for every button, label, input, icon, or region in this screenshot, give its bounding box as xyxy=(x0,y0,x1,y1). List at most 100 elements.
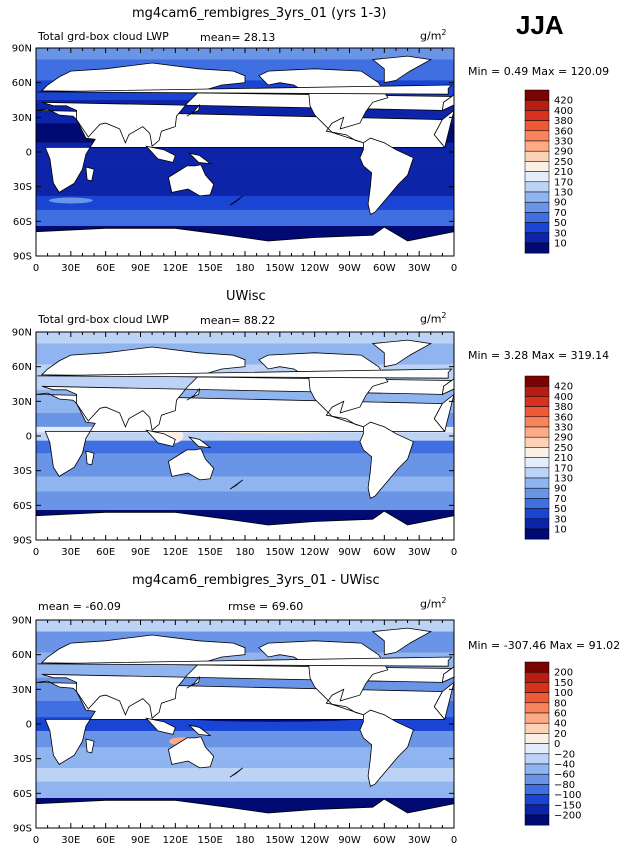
lon-tick-label: 60W xyxy=(373,835,396,846)
colorbar-box xyxy=(524,375,550,387)
lon-tick-label: 120W xyxy=(300,835,329,846)
colorbar-label: 50 xyxy=(554,218,567,229)
antarctica-landmass xyxy=(36,226,454,256)
colorbar-box xyxy=(524,212,550,223)
colorbar-label: 90 xyxy=(554,198,567,209)
panel-1-minmax: Min = 0.49 Max = 120.09 xyxy=(468,65,610,78)
lon-tick-label: 90E xyxy=(131,835,150,846)
indonesia-landmass xyxy=(145,717,176,735)
lon-tick-label: 90E xyxy=(131,547,150,558)
lon-tick-label: 0 xyxy=(33,835,39,846)
colorbar-box xyxy=(524,242,550,254)
storm-track xyxy=(48,197,93,204)
colorbar-box xyxy=(524,416,550,428)
lat-band xyxy=(36,209,454,226)
australia-landmass xyxy=(167,164,215,197)
colorbar-box xyxy=(524,222,550,234)
colorbar-box xyxy=(524,120,550,132)
lat-tick-label: 30S xyxy=(13,466,32,477)
lat-band xyxy=(36,767,454,782)
colorbar-label: 380 xyxy=(554,402,573,413)
south-america-landmass xyxy=(359,709,414,787)
colorbar-label: 170 xyxy=(554,463,573,474)
colorbar-label: 10 xyxy=(554,239,567,250)
lat-tick-label: 60N xyxy=(12,78,32,89)
colorbar-label: 70 xyxy=(554,208,567,219)
colorbar-box xyxy=(524,385,550,397)
colorbar-box xyxy=(524,722,550,734)
colorbar-label: 130 xyxy=(554,474,573,485)
panel-3-title: mg4cam6_rembigres_3yrs_01 - UWisc xyxy=(132,573,380,588)
colorbar-label: 130 xyxy=(554,188,573,199)
antarctica-landmass xyxy=(36,798,454,828)
lat-band xyxy=(36,161,454,176)
lon-tick-label: 60E xyxy=(96,547,115,558)
lon-tick-label: 150E xyxy=(197,835,222,846)
lat-tick-label: 0 xyxy=(26,720,32,731)
colorbar-box xyxy=(524,467,550,479)
lon-tick-label: 30E xyxy=(61,263,80,274)
lat-tick-label: 60N xyxy=(12,362,32,373)
colorbar-label: −20 xyxy=(554,749,575,760)
colorbar-box xyxy=(524,140,550,152)
colorbar-label: 80 xyxy=(554,698,567,709)
south-america-landmass xyxy=(359,137,414,215)
colorbar-box xyxy=(524,181,550,193)
lat-band xyxy=(36,432,454,441)
colorbar-label: 420 xyxy=(554,382,573,393)
japan-landmass xyxy=(186,676,201,689)
colorbar-label: 210 xyxy=(554,167,573,178)
lon-tick-label: 120E xyxy=(163,835,188,846)
colorbar-label: −100 xyxy=(554,790,581,801)
panel-1-mean-label: mean= 28.13 xyxy=(200,31,276,44)
uk-landmass xyxy=(37,368,453,379)
panel-2-units: g/m2 xyxy=(420,311,447,326)
new-zealand-landmass xyxy=(229,195,243,206)
lon-tick-label: 60E xyxy=(96,835,115,846)
colorbar-label: 60 xyxy=(554,709,567,720)
colorbar-label: 70 xyxy=(554,494,567,505)
new-guinea-landmass xyxy=(188,436,212,449)
africa-landmass xyxy=(36,108,446,193)
lon-tick-label: 30E xyxy=(61,547,80,558)
lat-band xyxy=(36,175,454,196)
colorbar-box xyxy=(524,426,550,438)
colorbar-box xyxy=(524,457,550,469)
lat-tick-label: 0 xyxy=(26,148,32,159)
lon-tick-label: 150E xyxy=(197,263,222,274)
lon-tick-label: 0 xyxy=(451,263,457,274)
lat-tick-label: 30N xyxy=(12,113,32,124)
colorbar-label: −40 xyxy=(554,760,575,771)
lat-band xyxy=(36,781,454,798)
lat-tick-label: 90S xyxy=(13,252,32,263)
lat-tick-label: 90N xyxy=(12,44,32,55)
panel-2-minmax: Min = 3.28 Max = 319.14 xyxy=(468,349,610,362)
lon-tick-label: 150E xyxy=(197,547,222,558)
lon-tick-label: 0 xyxy=(451,835,457,846)
panel-2-title: UWisc xyxy=(226,289,266,304)
colorbar-label: 290 xyxy=(554,433,573,444)
colorbar-label: 170 xyxy=(554,177,573,188)
colorbar-label: 50 xyxy=(554,504,567,515)
lat-band xyxy=(36,730,454,748)
europe-wrap-landmass xyxy=(441,378,454,396)
madagascar-landmass xyxy=(85,450,95,466)
lon-tick-label: 0 xyxy=(33,547,39,558)
lon-tick-label: 60W xyxy=(373,263,396,274)
lon-tick-label: 180 xyxy=(235,547,254,558)
colorbar-label: 420 xyxy=(554,96,573,107)
lat-band xyxy=(36,453,454,477)
lon-tick-label: 180 xyxy=(235,263,254,274)
lat-band xyxy=(36,195,454,210)
japan-landmass xyxy=(186,388,201,401)
colorbar-box xyxy=(524,661,550,673)
panel-3-mean-label: mean = -60.09 xyxy=(38,600,121,613)
lon-tick-label: 60W xyxy=(373,547,396,558)
europe-wrap-landmass xyxy=(441,94,454,112)
lon-tick-label: 180 xyxy=(235,835,254,846)
colorbar-box xyxy=(524,201,550,213)
